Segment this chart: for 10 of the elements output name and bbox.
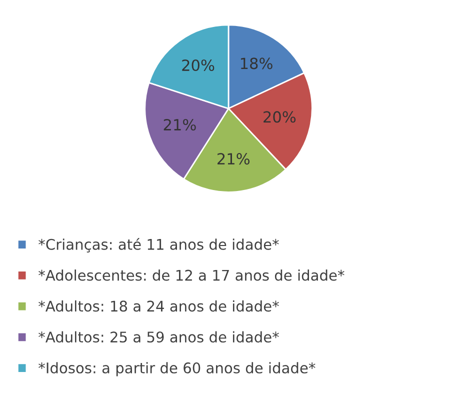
data-label: 21% <box>164 118 196 131</box>
data-label: 21% <box>218 153 250 165</box>
legend-label: *Idosos: a partir de 60 anos de idade* <box>38 362 316 376</box>
data-label: 20% <box>182 59 214 72</box>
data-label: 18% <box>240 58 272 70</box>
legend-label: *Adolescentes: de 12 a 17 anos de idade* <box>38 269 344 281</box>
legend-label: *Adultos: 18 a 24 anos de idade* <box>38 300 279 312</box>
legend-label: *Crianças: até 11 anos de idade* <box>38 238 279 252</box>
legend-label: *Adultos: 25 a 59 anos de idade* <box>38 331 279 343</box>
data-label: 20% <box>264 111 296 123</box>
